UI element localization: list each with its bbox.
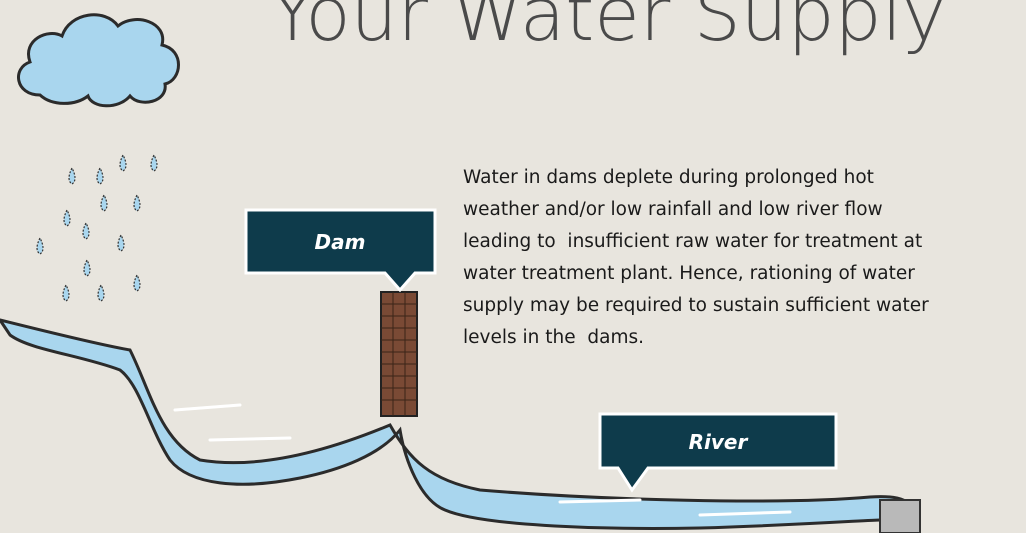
paragraph-line: water treatment plant. Hence, rationing … (463, 263, 915, 284)
paragraph-line: Water in dams deplete during prolonged h… (463, 167, 874, 188)
illustration: Your Water Supply Dam River Water in dam… (0, 0, 1026, 533)
paragraph-line: supply may be required to sustain suffic… (463, 295, 929, 316)
page-title: Your Water Supply (270, 0, 946, 58)
paragraph-line: leading to insufficient raw water for tr… (463, 231, 922, 252)
dam-label: Dam (315, 230, 366, 254)
river-label: River (689, 430, 749, 454)
dam-wall (381, 292, 417, 416)
pipe (880, 500, 920, 533)
page: Your Water Supply Dam River Water in dam… (0, 0, 1026, 533)
paragraph-line: weather and/or low rainfall and low rive… (463, 199, 883, 220)
paragraph-line: levels in the dams. (463, 327, 644, 348)
